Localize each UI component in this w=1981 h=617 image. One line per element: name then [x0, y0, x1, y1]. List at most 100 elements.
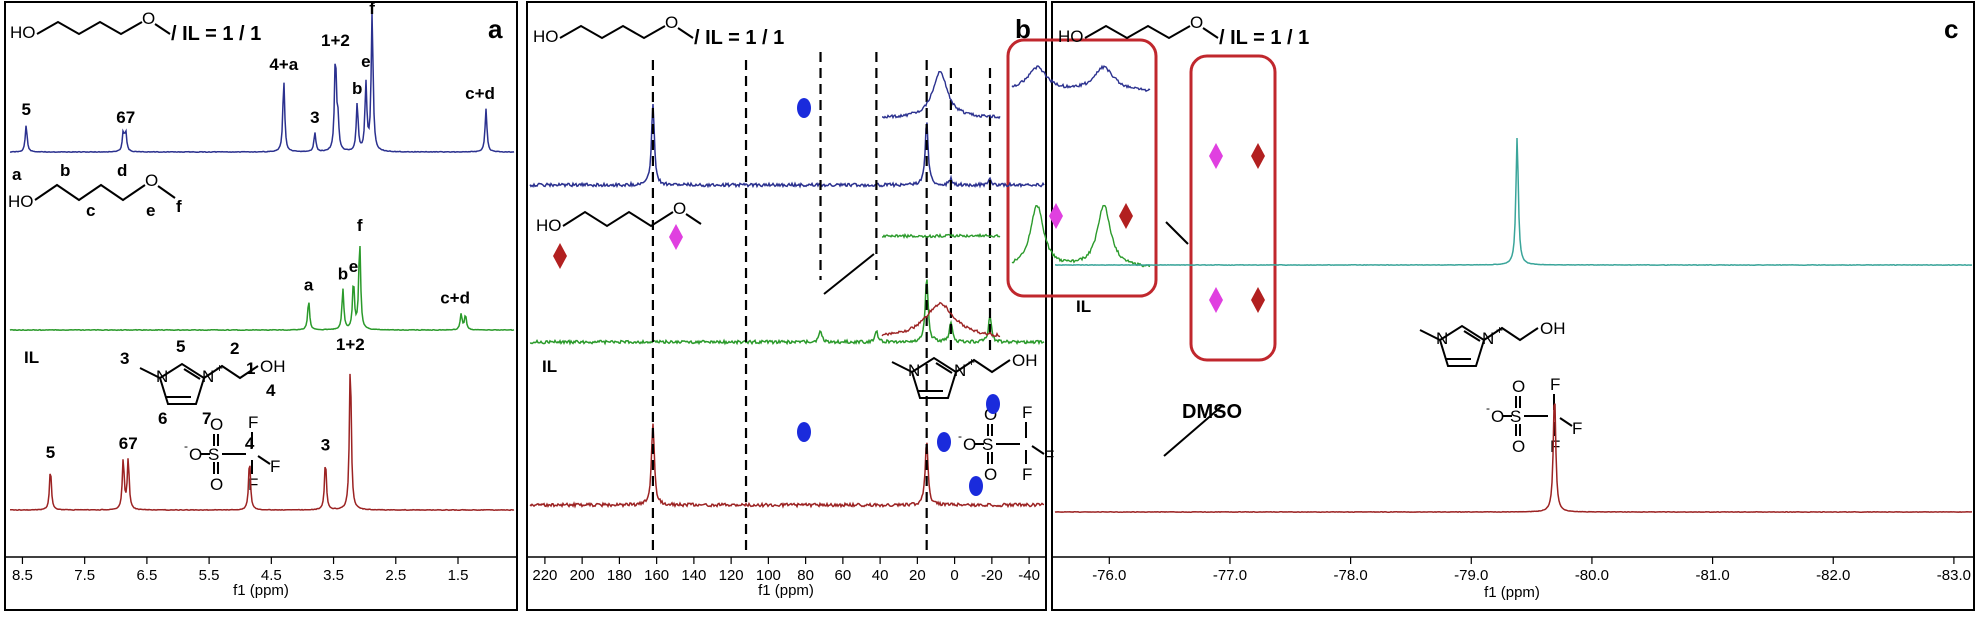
tick-label: -78.0: [1334, 567, 1368, 584]
svg-text:F: F: [1044, 447, 1054, 466]
marker-dot: [797, 98, 811, 118]
tick-label: 5.5: [199, 567, 220, 584]
tick-label: 140: [681, 567, 706, 584]
svg-text:F: F: [1572, 419, 1582, 438]
svg-text:S: S: [982, 435, 993, 454]
svg-text:2: 2: [230, 339, 239, 358]
peak-label: 67: [116, 108, 135, 127]
panel-b-chain-structure: HO O: [536, 199, 702, 269]
svg-text:5: 5: [176, 337, 185, 356]
tick-label: 7.5: [74, 567, 95, 584]
tick-label: 200: [570, 567, 595, 584]
spectrum-a-green: [9, 245, 515, 332]
panel-c-triflate-structure: S O - O O F F F: [1486, 375, 1582, 456]
panel-c-frame: [1051, 1, 1975, 611]
svg-text:O: O: [673, 199, 686, 218]
svg-text:O: O: [210, 415, 223, 434]
tick-label: 2.5: [385, 567, 406, 584]
marker-dot-1: [986, 394, 1000, 414]
panel-b-letter: b: [1015, 14, 1031, 44]
svg-text:F: F: [248, 475, 258, 494]
svg-text:+: +: [1496, 323, 1503, 337]
peak-label: e: [361, 52, 370, 71]
svg-text:O: O: [145, 171, 158, 190]
svg-text:HO: HO: [1058, 27, 1084, 46]
peak-label: f: [369, 0, 375, 18]
svg-text:N: N: [1482, 329, 1494, 348]
panel-a-title: HO O / IL = 1 / 1: [10, 9, 261, 45]
svg-text:O: O: [189, 445, 202, 464]
svg-text:+: +: [216, 361, 223, 375]
spectrum-b-blue: [529, 103, 1045, 189]
svg-text:O: O: [1512, 377, 1525, 396]
marker-dot: [797, 422, 811, 442]
tick-label: 40: [872, 567, 889, 584]
svg-text:O: O: [1190, 13, 1203, 32]
peak-label: 5: [21, 100, 30, 119]
inset-spectrum-green: [881, 232, 1001, 240]
peak-label: c+d: [465, 84, 495, 103]
panel-c-title: HO O / IL = 1 / 1: [1058, 13, 1309, 49]
tick-label: 3.5: [323, 567, 344, 584]
panel-a-triflate-structure: S O - O O F F F: [184, 413, 280, 494]
atom-label-d: d: [117, 161, 127, 180]
svg-text:O: O: [665, 13, 678, 32]
tick-label: 6.5: [136, 567, 157, 584]
marker-diamond: [1119, 203, 1133, 229]
panel-a-xlabel: f1 (ppm): [233, 582, 289, 599]
spectrum-c-teal: [1055, 137, 1973, 267]
inset-spectrum-red: [881, 301, 1001, 338]
panel-a-frame: [4, 1, 518, 611]
svg-text:N: N: [954, 361, 966, 380]
svg-text:-: -: [1486, 401, 1490, 415]
inset-box-spectrum-green: [1011, 204, 1151, 268]
peak-label: 4+a: [269, 55, 298, 74]
spectrum-b-green: [529, 279, 1045, 346]
panel-c-xlabel: f1 (ppm): [1484, 584, 1540, 601]
svg-text:F: F: [248, 413, 258, 432]
peak-label: 67: [119, 434, 138, 453]
svg-text:N: N: [202, 367, 214, 386]
tick-label: 180: [607, 567, 632, 584]
tick-label: -80.0: [1575, 567, 1609, 584]
peak-label: 1+2: [321, 31, 350, 50]
tick-label: 120: [719, 567, 744, 584]
marker-dot-2: [937, 432, 951, 452]
inset-box-1: [1006, 38, 1158, 298]
panel-c-il-label: IL: [1076, 297, 1091, 316]
svg-text:HO: HO: [10, 23, 36, 42]
panel-b-xlabel: f1 (ppm): [758, 582, 814, 599]
tick-label: 80: [797, 567, 814, 584]
peak-label: 3: [321, 436, 330, 455]
svg-text:6: 6: [158, 409, 167, 428]
panel-b-ratio: / IL = 1 / 1: [694, 27, 784, 49]
svg-text:-: -: [958, 429, 962, 443]
svg-text:-: -: [184, 439, 188, 453]
peak-label: a: [304, 275, 314, 294]
peak-label: 3: [310, 108, 319, 127]
tick-label: 60: [835, 567, 852, 584]
tick-label: -76.0: [1092, 567, 1126, 584]
panel-a-il-label: IL: [24, 348, 39, 367]
panel-b-frame: [526, 1, 1047, 611]
svg-text:HO: HO: [533, 27, 559, 46]
svg-text:OH: OH: [1012, 351, 1038, 370]
spectrum-a-red: [9, 373, 515, 512]
svg-text:O: O: [142, 9, 155, 28]
spectrum-a-blue: [9, 12, 515, 154]
svg-text:F: F: [1022, 403, 1032, 422]
svg-text:F: F: [270, 457, 280, 476]
svg-text:S: S: [208, 445, 219, 464]
panel-c-letter: c: [1944, 14, 1958, 44]
panel-a-imidazolium-structure: N N + OH 3 5 2 1 4 6 7: [120, 337, 286, 428]
marker-diamond: [1209, 287, 1223, 313]
peak-label: b: [338, 264, 348, 283]
panel-b-title: HO O / IL = 1 / 1: [533, 13, 784, 49]
svg-text:4: 4: [266, 381, 276, 400]
tick-label: -40: [1018, 567, 1040, 584]
svg-text:N: N: [908, 361, 920, 380]
marker-dot-3: [969, 476, 983, 496]
atom-label-a: a: [12, 165, 22, 184]
inset-box-2: [1189, 54, 1277, 362]
